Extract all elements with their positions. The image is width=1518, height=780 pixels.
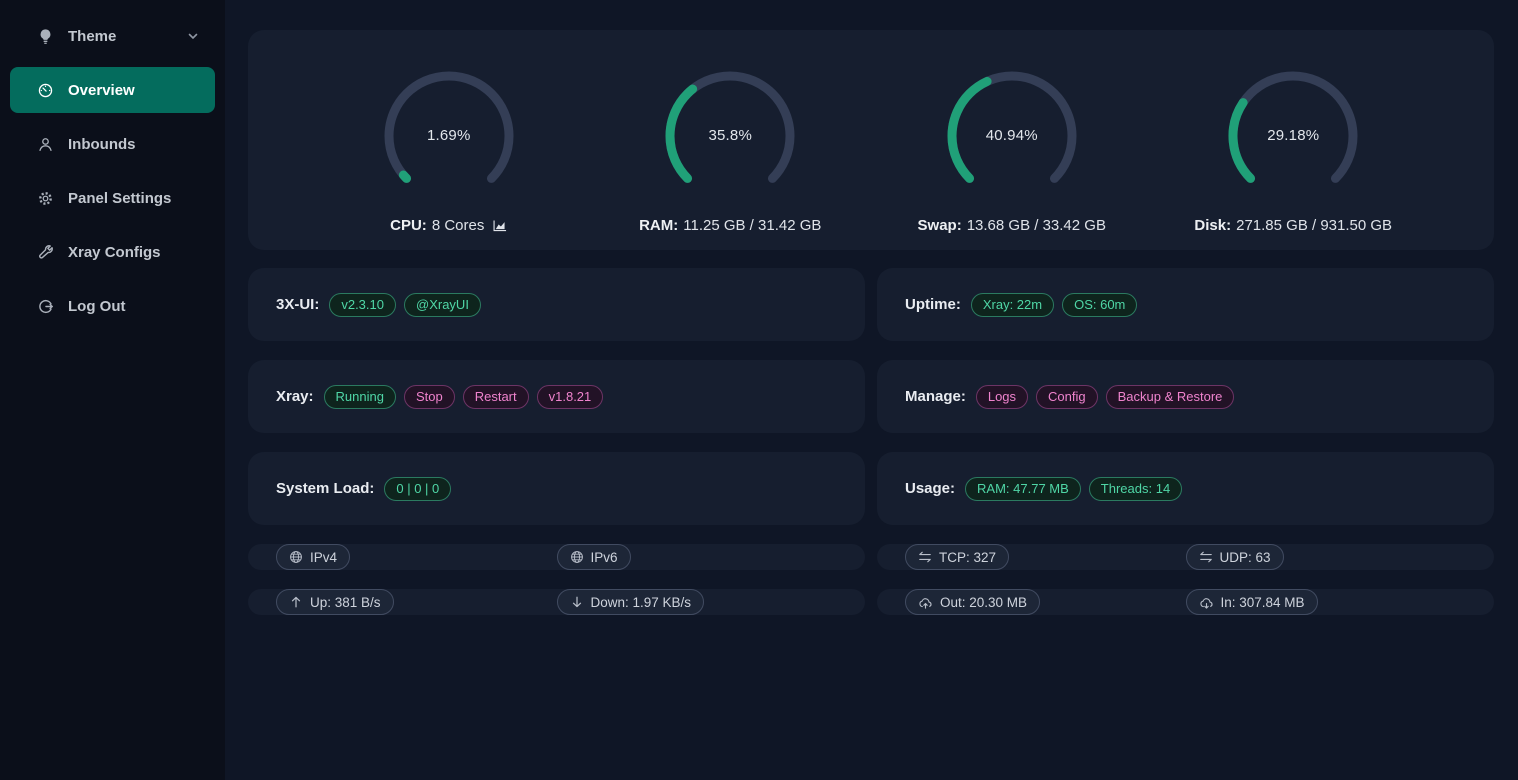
sidebar-item-label: Inbounds <box>68 135 136 153</box>
globe-icon <box>570 550 584 564</box>
ipv4-pill[interactable]: IPv4 <box>276 544 351 570</box>
bulb-icon <box>36 27 54 45</box>
sidebar-item-label: Theme <box>68 27 117 45</box>
usage-card: Usage: RAM: 47.77 MB Threads: 14 <box>877 452 1494 525</box>
arrow-down-icon <box>570 595 584 609</box>
arrow-up-icon <box>289 595 303 609</box>
xray-status-tag: Running <box>323 384 396 409</box>
sidebar-item-inbounds[interactable]: Inbounds <box>0 117 225 171</box>
swap-gauge: 40.94% Swap: 13.68 GB / 33.42 GB <box>871 61 1153 234</box>
udp-count-pill: UDP: 63 <box>1185 544 1284 570</box>
disk-gauge-label: Disk: 271.85 GB / 931.50 GB <box>1194 216 1393 234</box>
manage-card: Manage: Logs Config Backup & Restore <box>877 360 1494 433</box>
logout-icon <box>36 297 54 315</box>
swap-arrows-icon <box>918 550 932 564</box>
ipv6-pill[interactable]: IPv6 <box>556 544 631 570</box>
sidebar-item-panel-settings[interactable]: Panel Settings <box>0 171 225 225</box>
system-load-card: System Load: 0 | 0 | 0 <box>248 452 865 525</box>
sidebar-item-label: Xray Configs <box>68 243 161 261</box>
threads-tag: Threads: 14 <box>1088 476 1183 501</box>
sidebar-item-overview[interactable]: Overview <box>10 67 215 113</box>
swap-gauge-label: Swap: 13.68 GB / 33.42 GB <box>917 216 1106 234</box>
xray-restart-button[interactable]: Restart <box>462 384 529 409</box>
ip-card: IPv4 IPv6 <box>248 544 865 570</box>
user-icon <box>36 135 54 153</box>
sidebar-item-label: Panel Settings <box>68 189 172 207</box>
tcp-count-pill: TCP: 327 <box>905 544 1010 570</box>
traffic-in-pill: In: 307.84 MB <box>1185 589 1318 615</box>
panel-version-tag[interactable]: v2.3.10 <box>329 292 396 317</box>
ram-gauge: 35.8% RAM: 11.25 GB / 31.42 GB <box>590 61 872 234</box>
cpu-gauge: 1.69% CPU: 8 Cores <box>308 61 590 234</box>
xray-controls-card: Xray: Running Stop Restart v1.8.21 <box>248 360 865 433</box>
cpu-gauge-label: CPU: 8 Cores <box>390 217 507 234</box>
system-load-tag: 0 | 0 | 0 <box>384 476 452 501</box>
backup-restore-button[interactable]: Backup & Restore <box>1105 384 1235 409</box>
gear-icon <box>36 189 54 207</box>
logs-button[interactable]: Logs <box>975 384 1029 409</box>
upload-speed-pill: Up: 381 B/s <box>276 589 394 615</box>
cpu-gauge-value: 1.69% <box>426 127 471 144</box>
config-button[interactable]: Config <box>1036 384 1098 409</box>
ram-usage-tag: RAM: 47.77 MB <box>965 476 1081 501</box>
sidebar-item-xray-configs[interactable]: Xray Configs <box>0 225 225 279</box>
globe-icon <box>289 550 303 564</box>
uptime-card: Uptime: Xray: 22m OS: 60m <box>877 268 1494 341</box>
xui-version-card: 3X-UI: v2.3.10 @XrayUI <box>248 268 865 341</box>
sidebar: Theme Overview Inbounds Panel Settings X… <box>0 0 225 780</box>
os-uptime-tag: OS: 60m <box>1062 292 1138 317</box>
system-status-card: 1.69% CPU: 8 Cores 35.8% RAM: 11.25 GB <box>248 30 1494 250</box>
chevron-down-icon <box>187 30 199 42</box>
sidebar-item-theme[interactable]: Theme <box>0 9 225 63</box>
download-speed-pill: Down: 1.97 KB/s <box>556 589 705 615</box>
swap-arrows-icon <box>1199 550 1213 564</box>
network-speed-card: Up: 381 B/s Down: 1.97 KB/s <box>248 589 865 615</box>
area-chart-icon[interactable] <box>492 218 507 233</box>
traffic-out-pill: Out: 20.30 MB <box>905 589 1041 615</box>
swap-gauge-value: 40.94% <box>985 127 1038 144</box>
sidebar-item-label: Overview <box>68 81 135 99</box>
dashboard-icon <box>36 81 54 99</box>
wrench-icon <box>36 243 54 261</box>
xray-stop-button[interactable]: Stop <box>403 384 455 409</box>
xrayui-link-tag[interactable]: @XrayUI <box>404 292 481 317</box>
xray-version-button[interactable]: v1.8.21 <box>536 384 604 409</box>
xray-uptime-tag: Xray: 22m <box>970 292 1055 317</box>
sidebar-item-log-out[interactable]: Log Out <box>0 279 225 333</box>
sidebar-item-label: Log Out <box>68 297 126 315</box>
disk-gauge-value: 29.18% <box>1267 127 1320 144</box>
disk-gauge: 29.18% Disk: 271.85 GB / 931.50 GB <box>1153 61 1435 234</box>
overview-page: 1.69% CPU: 8 Cores 35.8% RAM: 11.25 GB <box>225 0 1518 780</box>
cloud-upload-icon <box>918 595 933 610</box>
ram-gauge-value: 35.8% <box>708 127 753 144</box>
connections-card: TCP: 327 UDP: 63 <box>877 544 1494 570</box>
ram-gauge-label: RAM: 11.25 GB / 31.42 GB <box>639 216 822 234</box>
traffic-card: Out: 20.30 MB In: 307.84 MB <box>877 589 1494 615</box>
cloud-download-icon <box>1199 595 1214 610</box>
